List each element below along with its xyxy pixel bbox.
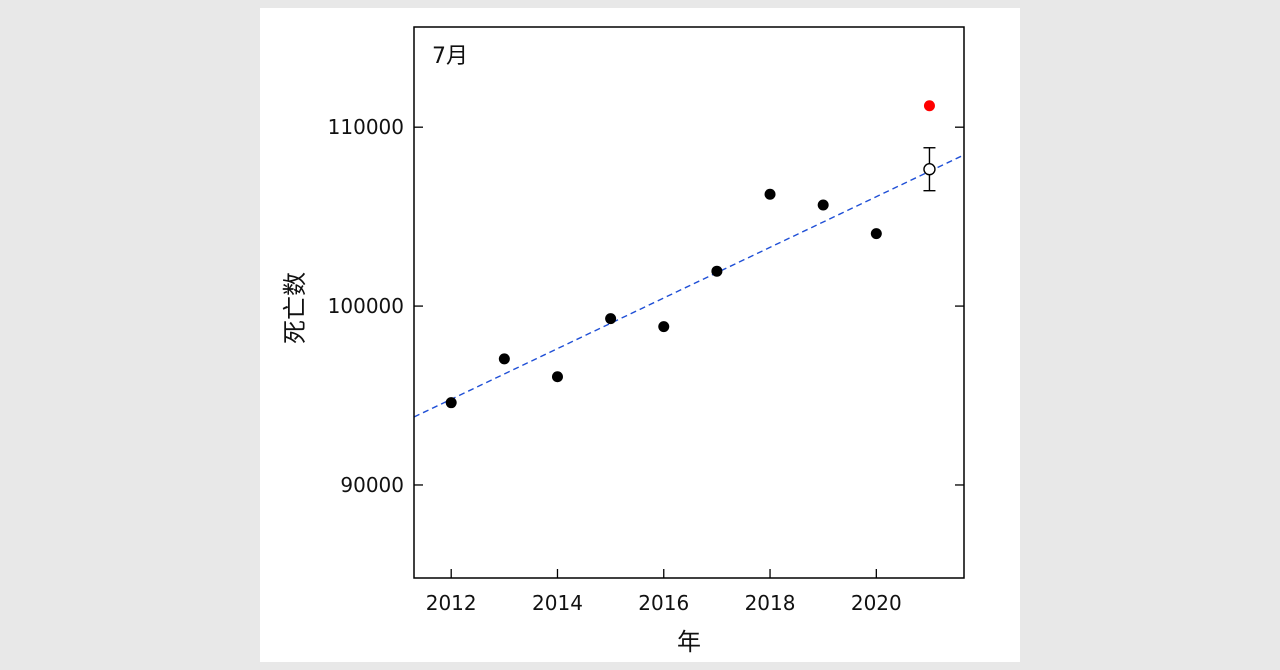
chart-card: 2012 2014 2016 2018 2020 90000 100000 110000 7月… [260, 8, 1020, 662]
x-tick-label: 2012 [426, 591, 477, 615]
data-point [658, 321, 670, 333]
trend-line [413, 154, 965, 418]
data-point [817, 199, 829, 211]
highlight-point [923, 100, 935, 112]
y-tick-label: 110000 [328, 115, 404, 139]
data-point [870, 228, 882, 240]
y-tick-label: 100000 [328, 294, 404, 318]
month-annotation: 7月 [432, 44, 468, 69]
x-axis-label: 年 [677, 628, 701, 656]
x-tick-label: 2020 [851, 591, 902, 615]
data-point [605, 313, 617, 325]
data-point [445, 397, 457, 409]
x-tick-label: 2014 [532, 591, 583, 615]
expected-point [923, 163, 936, 176]
x-tick-label: 2016 [638, 591, 689, 615]
plot-frame [413, 26, 965, 579]
data-point [551, 371, 563, 383]
data-point [498, 353, 510, 365]
data-point [764, 188, 776, 200]
data-point [711, 265, 723, 277]
y-tick-label: 90000 [340, 473, 404, 497]
y-axis-label: 死亡数 [281, 272, 309, 344]
scatter-chart: 2012 2014 2016 2018 2020 90000 100000 110000 7月… [281, 26, 965, 656]
x-tick-label: 2018 [745, 591, 796, 615]
